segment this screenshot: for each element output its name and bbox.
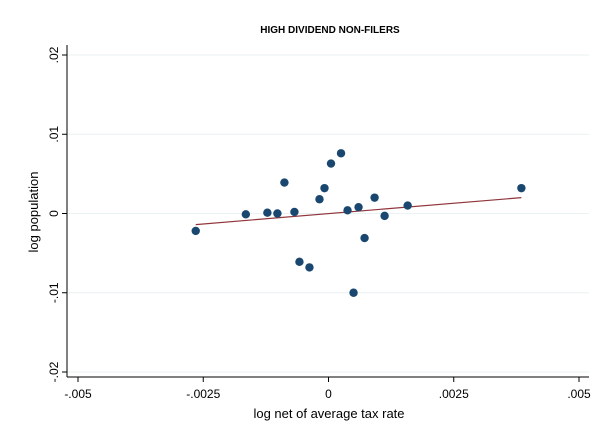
data-point-6 (295, 257, 304, 267)
y-axis-ticks: -.02 -.01 0 .01 .02 (47, 46, 67, 382)
y-tick-label-4: .02 (47, 46, 61, 63)
data-point-3 (273, 209, 282, 218)
data-point-2 (263, 208, 272, 217)
x-tick-label-1: -.0025 (186, 387, 220, 401)
data-point-5 (290, 207, 299, 217)
x-tick-label-4: .005 (567, 387, 591, 401)
data-point-19 (517, 183, 526, 193)
data-point-0 (191, 226, 200, 236)
x-axis-label: log net of average tax rate (253, 406, 404, 421)
data-points (191, 149, 526, 297)
x-tick-label-3: .0025 (439, 387, 469, 401)
data-point-18 (403, 201, 412, 210)
data-point-12 (343, 206, 352, 215)
y-tick-label-1: -.01 (47, 282, 61, 303)
data-point-17 (380, 211, 389, 221)
chart-title: HIGH DIVIDEND NON-FILERS (260, 25, 400, 36)
data-point-8 (315, 195, 324, 204)
y-tick-label-2: 0 (47, 210, 61, 217)
x-tick-label-0: -.005 (64, 387, 92, 401)
data-point-1 (241, 210, 251, 219)
data-point-16 (370, 193, 379, 202)
data-point-13 (349, 288, 358, 297)
data-point-15 (360, 233, 369, 243)
y-tick-label-0: -.02 (47, 361, 61, 382)
y-tick-label-3: .01 (47, 126, 61, 143)
data-point-10 (326, 159, 336, 168)
y-axis-label: log population (26, 172, 41, 253)
data-point-9 (320, 183, 329, 193)
data-point-14 (354, 202, 363, 212)
data-point-11 (336, 149, 346, 158)
x-axis-ticks: -.005 -.0025 0 .0025 .005 (64, 377, 591, 401)
data-point-7 (305, 263, 314, 272)
data-point-4 (280, 178, 289, 187)
x-tick-label-2: 0 (325, 387, 332, 401)
